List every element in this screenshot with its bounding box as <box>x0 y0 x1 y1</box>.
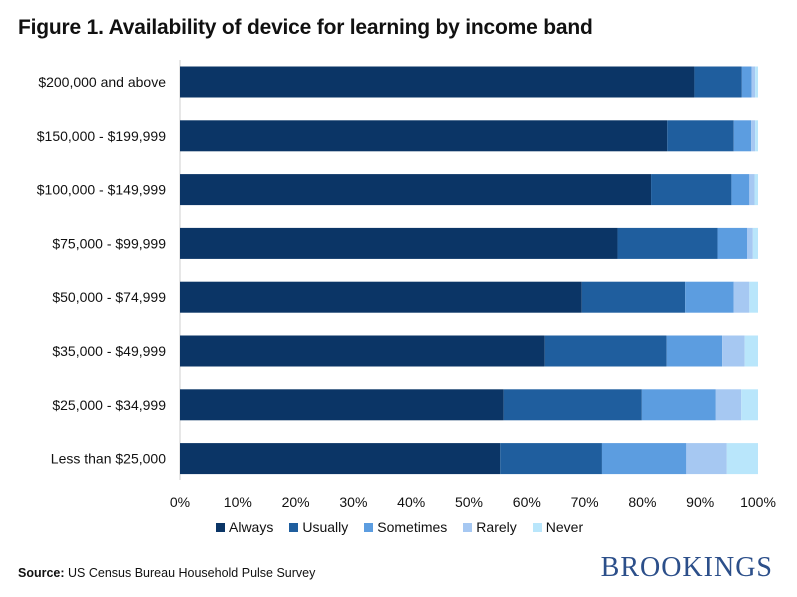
bar-segment-sometimes-0 <box>741 66 752 98</box>
bar-segment-always-6 <box>180 389 504 421</box>
bar-segment-always-4 <box>180 281 582 313</box>
source-label: Source: <box>18 566 65 580</box>
y-tick-label: $150,000 - $199,999 <box>37 128 166 144</box>
bar-segment-always-0 <box>180 66 695 98</box>
legend-item-never: Never <box>532 519 584 535</box>
legend-label: Never <box>545 519 584 535</box>
bar-segment-never-5 <box>744 335 758 367</box>
legend-label: Rarely <box>476 519 517 535</box>
bar-segment-never-0 <box>755 66 758 98</box>
x-tick-label: 30% <box>339 494 367 510</box>
x-tick-label: 50% <box>455 494 483 510</box>
y-tick-label: Less than $25,000 <box>51 451 166 467</box>
bar-segment-rarely-0 <box>751 66 756 98</box>
bar-segment-never-4 <box>749 281 758 313</box>
x-tick-label: 40% <box>397 494 425 510</box>
bar-segment-sometimes-6 <box>641 389 716 421</box>
y-tick-label: $50,000 - $74,999 <box>52 289 166 305</box>
x-tick-label: 70% <box>571 494 599 510</box>
legend-swatch <box>532 522 542 532</box>
bar-segment-rarely-5 <box>722 335 745 367</box>
bar-segment-never-6 <box>741 389 758 421</box>
bar-segment-usually-2 <box>651 174 732 206</box>
legend-item-rarely: Rarely <box>463 519 517 535</box>
legend-swatch <box>364 522 374 532</box>
bar-segment-sometimes-3 <box>717 227 748 259</box>
bar-segment-rarely-6 <box>715 389 742 421</box>
y-tick-label: $75,000 - $99,999 <box>52 235 166 251</box>
x-tick-label: 80% <box>628 494 656 510</box>
legend-item-usually: Usually <box>289 519 348 535</box>
bar-segment-never-3 <box>752 227 758 259</box>
bar-segment-always-1 <box>180 120 668 152</box>
bar-segment-never-1 <box>755 120 758 152</box>
bar-segment-always-7 <box>180 443 501 475</box>
bar-segment-usually-0 <box>694 66 742 98</box>
bar-segment-never-7 <box>726 443 758 475</box>
legend-swatch <box>289 522 299 532</box>
bar-segment-sometimes-7 <box>601 443 687 475</box>
bar-segment-usually-1 <box>667 120 734 152</box>
bar-segment-sometimes-2 <box>731 174 750 206</box>
bar-segment-never-2 <box>754 174 758 206</box>
source-note: Source: US Census Bureau Household Pulse… <box>18 566 315 580</box>
x-tick-label: 100% <box>740 494 776 510</box>
bar-segment-usually-6 <box>503 389 642 421</box>
chart-legend: Always Usually Sometimes Rarely Never <box>216 519 583 535</box>
legend-label: Usually <box>302 519 349 535</box>
legend-label: Always <box>229 519 274 535</box>
legend-item-sometimes: Sometimes <box>364 519 447 535</box>
bar-segment-always-5 <box>180 335 545 367</box>
bar-segment-sometimes-4 <box>685 281 734 313</box>
legend-label: Sometimes <box>377 519 448 535</box>
bar-segment-always-2 <box>180 174 652 206</box>
chart-title: Figure 1. Availability of device for lea… <box>18 16 593 39</box>
bar-segment-always-3 <box>180 227 618 259</box>
x-tick-label: 20% <box>282 494 310 510</box>
x-tick-label: 90% <box>686 494 714 510</box>
bar-segment-sometimes-5 <box>666 335 723 367</box>
source-text: US Census Bureau Household Pulse Survey <box>64 566 316 580</box>
brookings-logo: BROOKINGS <box>600 552 773 583</box>
bar-segment-rarely-4 <box>733 281 750 313</box>
bar-segment-usually-4 <box>581 281 686 313</box>
bar-segment-rarely-2 <box>749 174 755 206</box>
x-tick-label: 0% <box>170 494 190 510</box>
bar-segment-usually-7 <box>500 443 602 475</box>
x-tick-label: 10% <box>224 494 252 510</box>
y-tick-label: $35,000 - $49,999 <box>52 343 166 359</box>
bar-segment-rarely-1 <box>751 120 756 152</box>
y-tick-label: $100,000 - $149,999 <box>37 182 166 198</box>
y-tick-label: $200,000 and above <box>38 74 166 90</box>
bar-segment-usually-5 <box>544 335 667 367</box>
legend-item-always: Always <box>216 519 273 535</box>
legend-swatch <box>216 522 225 532</box>
x-tick-label: 60% <box>513 494 541 510</box>
bar-segment-rarely-3 <box>747 227 753 259</box>
bar-segment-sometimes-1 <box>733 120 752 152</box>
y-tick-label: $25,000 - $34,999 <box>52 397 166 413</box>
legend-swatch <box>463 522 473 532</box>
bar-segment-usually-3 <box>617 227 718 259</box>
bar-segment-rarely-7 <box>686 443 727 475</box>
